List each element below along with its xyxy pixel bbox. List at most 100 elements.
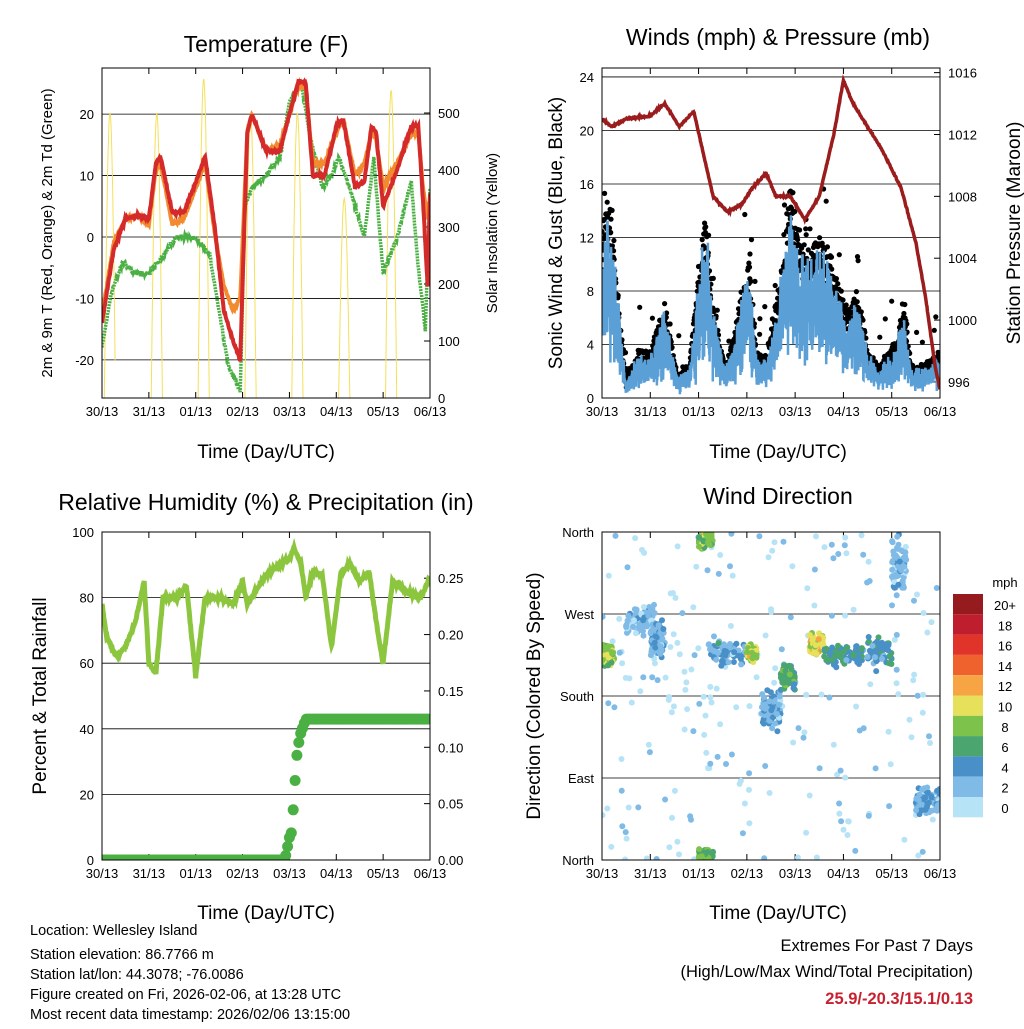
direction-point [761, 694, 767, 701]
gust-point [838, 288, 844, 294]
x-tick-label: 04/13 [320, 866, 353, 881]
x-tick-label: 04/13 [827, 866, 860, 881]
legend-swatch [953, 756, 983, 777]
direction-point [852, 646, 859, 653]
plot-area [602, 74, 940, 395]
y-right-tick-label: 200 [438, 277, 460, 292]
gust-point [860, 317, 866, 323]
gust-point [855, 258, 861, 264]
gust-point [746, 264, 753, 270]
x-tick-label: 04/13 [827, 404, 860, 419]
direction-point [662, 674, 669, 681]
y-right-tick-label: 400 [438, 163, 460, 178]
direction-point [885, 642, 892, 649]
direction-point [625, 804, 632, 811]
gust-point [790, 190, 796, 196]
direction-point [660, 626, 667, 632]
direction-point [674, 543, 681, 550]
direction-point [701, 731, 708, 738]
x-tick-label: 05/13 [875, 866, 908, 881]
direction-point [707, 760, 714, 767]
legend-label: 6 [1001, 740, 1008, 755]
direction-point [602, 812, 606, 819]
info-elevation: Station elevation: 86.7766 m [30, 947, 214, 963]
humidity-xlabel: Time (Day/UTC) [197, 903, 335, 924]
direction-point [828, 612, 835, 619]
gridlines [102, 531, 430, 861]
direction-point [616, 615, 623, 622]
temperature-xlabel: Time (Day/UTC) [197, 442, 335, 463]
gust-point [748, 237, 755, 243]
humidity-ylabel: Percent & Total Rainfall [30, 597, 51, 794]
gust-point [752, 278, 758, 284]
direction-point [696, 846, 703, 853]
direction-point [889, 602, 895, 609]
direction-point [760, 704, 767, 711]
legend-swatch [953, 715, 983, 737]
direction-point [886, 653, 893, 660]
y-right-tick-label: 0.15 [438, 684, 463, 699]
plot-frame [101, 531, 431, 861]
direction-point [769, 547, 776, 554]
direction-point [766, 698, 773, 705]
legend-label: 20+ [994, 598, 1016, 613]
direction-point [762, 763, 769, 769]
direction-point [895, 581, 902, 588]
direction-point [633, 606, 640, 613]
temperature-ylabel: 2m & 9m T (Red, Orange) & 2m Td (Green) [39, 88, 56, 377]
y-tick-label: 0 [587, 391, 594, 406]
direction-point [723, 648, 730, 655]
direction-point [844, 832, 851, 838]
extremes: Extremes For Past 7 Days (High/Low/Max W… [680, 937, 973, 1008]
direction-point [873, 668, 880, 675]
gust-point [757, 316, 763, 322]
direction-point [920, 691, 927, 698]
temperature-9m-line [102, 77, 430, 362]
direction-point [705, 641, 712, 648]
direction-point [700, 524, 706, 530]
gust-point [649, 315, 656, 321]
direction-point [672, 594, 679, 601]
rainfall-point [422, 713, 430, 725]
solar-insolation-line [103, 112, 116, 398]
direction-point [811, 566, 818, 573]
direction-point [780, 538, 787, 545]
direction-point [891, 636, 898, 643]
direction-point [893, 592, 900, 599]
direction-point [864, 653, 871, 660]
x-tick-label: 01/13 [179, 404, 212, 419]
direction-point [865, 558, 872, 565]
y-right-tick-label: 0.20 [438, 628, 463, 643]
x-tick-label: 03/13 [273, 866, 306, 881]
direction-point [812, 642, 819, 649]
gust-point [703, 224, 709, 230]
direction-point [739, 830, 746, 837]
x-tick-label: 03/13 [779, 866, 812, 881]
direction-point [746, 820, 753, 827]
direction-point [756, 533, 763, 540]
winds-xlabel: Time (Day/UTC) [709, 442, 847, 463]
direction-point [640, 628, 646, 634]
y-tick-label: 16 [580, 177, 594, 192]
direction-point [619, 823, 626, 830]
direction-title: Wind Direction [703, 483, 853, 509]
direction-point [795, 725, 802, 732]
direction-point [918, 807, 924, 814]
direction-point [730, 659, 737, 665]
direction-point [679, 610, 686, 617]
direction-point [768, 707, 775, 714]
direction-point [894, 533, 901, 540]
direction-point [913, 795, 920, 802]
direction-point [818, 691, 825, 698]
gust-point [931, 327, 937, 333]
direction-point [924, 802, 931, 809]
y-tick-label: East [568, 771, 594, 786]
x-tick-label: 31/13 [133, 404, 166, 419]
direction-point [729, 572, 736, 579]
gust-point [608, 229, 614, 236]
direction-point [766, 790, 773, 796]
y-right-tick-label: 0.05 [438, 797, 463, 812]
direction-point [705, 855, 712, 860]
y-right-tick-label: 100 [438, 334, 460, 349]
gust-point [902, 301, 908, 308]
